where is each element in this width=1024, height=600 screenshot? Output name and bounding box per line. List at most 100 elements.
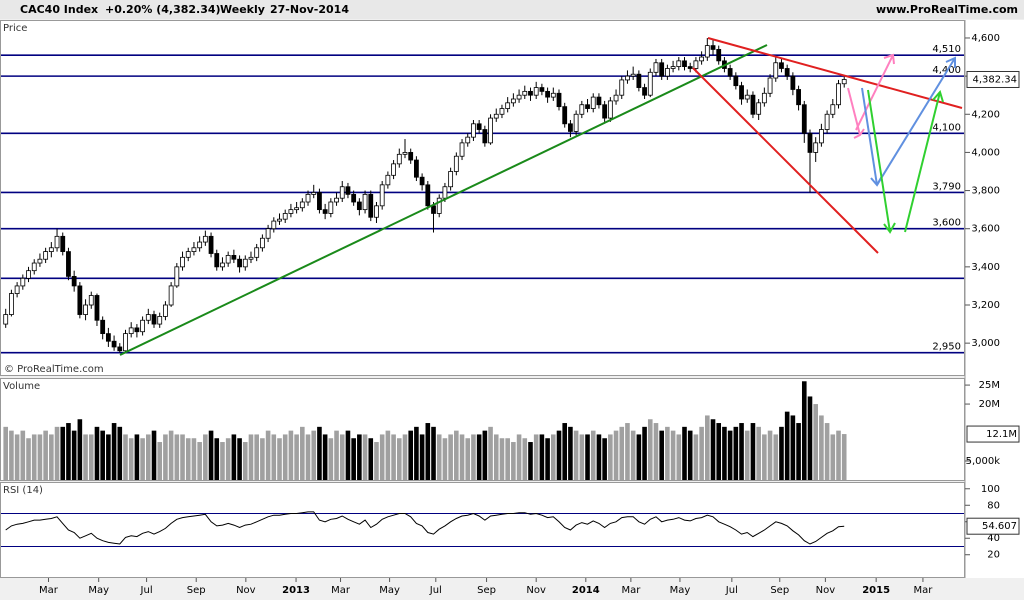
- volume-bar: [66, 423, 71, 480]
- watermark: © ProRealTime.com: [4, 364, 104, 375]
- candle-body: [180, 256, 185, 268]
- candle-body: [824, 113, 830, 130]
- volume-bar: [687, 430, 693, 480]
- volume-bar: [220, 442, 225, 480]
- candle-body: [14, 285, 20, 294]
- candle-body: [208, 235, 214, 254]
- candle-body: [818, 129, 824, 144]
- volume-bar: [830, 434, 836, 480]
- volume-bar: [784, 411, 790, 480]
- volume-bar: [647, 419, 653, 480]
- level-label: 3,600: [932, 218, 961, 229]
- candle-body: [482, 129, 488, 144]
- candle-body: [322, 209, 328, 214]
- volume-bar: [665, 426, 670, 480]
- volume-bar: [442, 438, 448, 480]
- candle-body: [334, 197, 339, 203]
- candle-body: [693, 60, 699, 69]
- candle-body: [830, 104, 836, 115]
- volume-bar: [317, 426, 322, 480]
- y-tick-label: 25M: [979, 380, 1000, 391]
- candle-body: [602, 104, 608, 119]
- volume-bar: [653, 423, 659, 480]
- volume-bar: [459, 434, 465, 480]
- volume-bar: [756, 426, 761, 480]
- volume-bar: [146, 434, 151, 480]
- candle-body: [3, 314, 9, 325]
- volume-bar: [242, 442, 248, 480]
- candle-body: [779, 62, 784, 69]
- candle-body: [539, 87, 545, 92]
- candle-body: [465, 136, 471, 144]
- volume-bar: [106, 434, 111, 480]
- volume-bar: [579, 434, 585, 480]
- y-tick-label: 3,000: [971, 338, 1000, 349]
- candle-body: [396, 153, 402, 165]
- volume-bar: [499, 438, 505, 480]
- volume-bar: [408, 430, 413, 480]
- arrow-head: [945, 56, 956, 68]
- volume-bar: [545, 438, 550, 480]
- candle-body: [448, 171, 454, 188]
- candle-body: [356, 201, 362, 211]
- pane-title: RSI (14): [3, 485, 43, 496]
- candle-body: [288, 209, 294, 214]
- volume-bar: [790, 415, 796, 480]
- volume-bar: [562, 423, 568, 480]
- candle-body: [836, 83, 841, 106]
- volume-bar: [630, 430, 636, 480]
- candle-body: [94, 295, 100, 321]
- volume-bar: [43, 430, 48, 480]
- volume-bar: [191, 438, 197, 480]
- candle-body: [790, 75, 796, 90]
- candle-body: [271, 220, 277, 230]
- volume-bar: [100, 430, 105, 480]
- candle-body: [88, 295, 94, 306]
- candle-body: [761, 92, 767, 104]
- volume-bar: [322, 434, 328, 480]
- volume-bar: [271, 434, 277, 480]
- last-value-box: [966, 517, 1020, 535]
- candle-body: [528, 90, 533, 96]
- volume-bar: [619, 426, 625, 480]
- candle-body: [801, 104, 807, 134]
- volume-bar: [744, 430, 750, 480]
- candle-body: [505, 102, 511, 109]
- candle-body: [630, 73, 636, 77]
- level-label: 2,950: [932, 342, 961, 353]
- x-tick-label: Nov: [526, 585, 546, 596]
- x-tick-label: Mar: [913, 585, 933, 596]
- volume-bar: [396, 438, 402, 480]
- trend-line: [119, 44, 768, 356]
- volume-bar: [767, 430, 773, 480]
- volume-bar: [362, 434, 368, 480]
- candle-body: [231, 255, 237, 260]
- volume-bar: [699, 426, 704, 480]
- volume-bar: [836, 430, 841, 480]
- candle-body: [676, 60, 682, 67]
- y-tick-label: 100: [981, 484, 1000, 495]
- candle-body: [579, 104, 585, 115]
- candle-body: [197, 241, 203, 249]
- volume-bar: [237, 438, 242, 480]
- x-tick-label: Sep: [770, 585, 789, 596]
- volume-bar: [208, 430, 214, 480]
- candle-body: [436, 197, 442, 214]
- candle-body: [516, 94, 522, 100]
- candle-body: [202, 235, 208, 243]
- candle-body: [568, 123, 573, 132]
- last-value-label: 54.607: [982, 521, 1017, 532]
- candle-body: [796, 89, 801, 106]
- y-tick-label: 40: [987, 533, 1000, 544]
- candle-body: [317, 192, 322, 211]
- candle-body: [756, 102, 762, 115]
- candle-body: [362, 193, 368, 211]
- volume-bar: [300, 426, 305, 480]
- candle-body: [659, 62, 665, 77]
- candle-body: [345, 186, 351, 195]
- volume-bar: [94, 426, 100, 480]
- volume-bar: [357, 434, 362, 480]
- candle-body: [419, 176, 425, 186]
- volume-bar: [185, 438, 191, 480]
